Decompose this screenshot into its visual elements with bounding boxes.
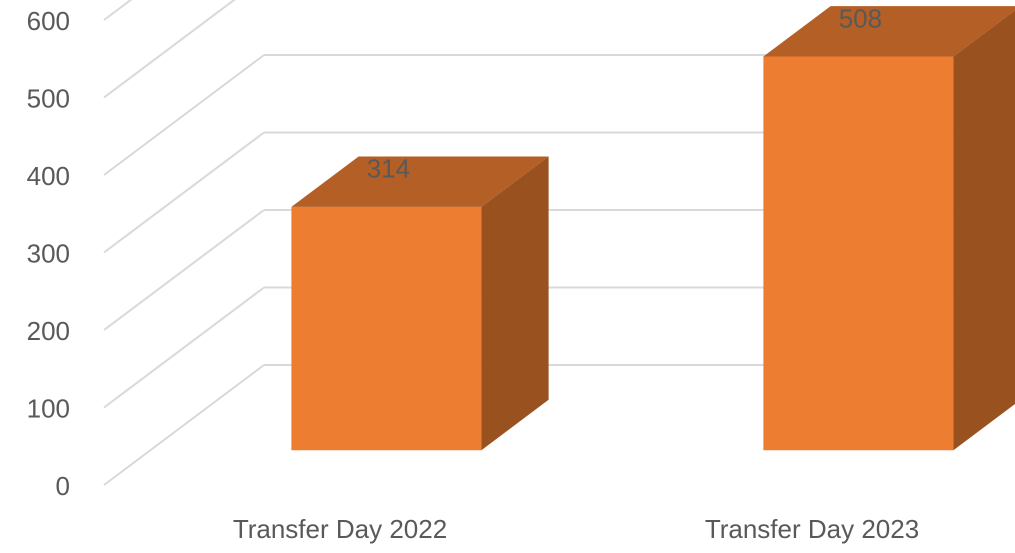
grid-line [103,286,265,409]
grid-line [103,54,265,176]
grid-line [103,131,265,254]
bar-top [291,156,549,207]
data-label: 508 [839,3,882,33]
bar-front [763,56,954,451]
y-tick-label: 200 [27,316,70,346]
y-tick-label: 100 [27,393,70,423]
bar [291,156,549,451]
bar-top [763,6,1015,57]
grid-line [103,0,133,21]
x-tick-label: Transfer Day 2022 [233,514,447,544]
data-label: 314 [367,154,410,184]
bar-front [291,206,482,451]
bar-side [481,156,549,451]
y-tick-label: 500 [27,83,70,113]
grid-line [103,0,236,99]
x-tick-label: Transfer Day 2023 [705,514,919,544]
y-tick-label: 0 [56,471,70,501]
grid-line [103,364,265,486]
y-tick-label: 400 [27,161,70,191]
grid-line [103,209,265,331]
bar-side [953,10,1015,451]
y-tick-label: 300 [27,238,70,268]
y-tick-label: 600 [27,6,70,36]
bar [763,6,1015,451]
